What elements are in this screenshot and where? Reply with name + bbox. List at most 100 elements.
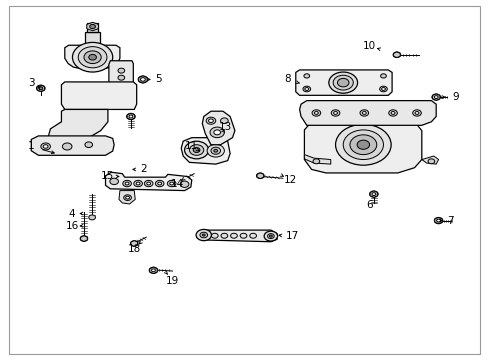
Text: 9: 9 xyxy=(451,92,458,102)
Circle shape xyxy=(138,76,147,83)
Circle shape xyxy=(211,233,218,238)
Circle shape xyxy=(39,87,42,90)
Circle shape xyxy=(144,180,153,187)
Circle shape xyxy=(433,96,437,99)
Polygon shape xyxy=(86,22,98,31)
Circle shape xyxy=(267,234,274,239)
Polygon shape xyxy=(127,113,134,120)
Circle shape xyxy=(155,180,163,187)
Text: 16: 16 xyxy=(65,221,79,231)
Circle shape xyxy=(169,182,173,185)
Circle shape xyxy=(314,112,318,114)
Circle shape xyxy=(230,233,237,238)
Polygon shape xyxy=(105,172,191,190)
Circle shape xyxy=(125,182,129,185)
Circle shape xyxy=(359,110,368,116)
Circle shape xyxy=(371,193,375,195)
Polygon shape xyxy=(431,94,439,100)
Circle shape xyxy=(333,112,337,114)
Text: 3: 3 xyxy=(28,78,35,88)
Circle shape xyxy=(149,267,158,274)
Circle shape xyxy=(209,127,224,138)
Circle shape xyxy=(118,75,124,80)
Polygon shape xyxy=(61,82,137,109)
Circle shape xyxy=(249,233,256,238)
Polygon shape xyxy=(369,191,377,197)
Circle shape xyxy=(362,112,366,114)
Circle shape xyxy=(311,110,320,116)
Circle shape xyxy=(118,68,124,73)
Circle shape xyxy=(240,233,246,238)
Bar xyxy=(85,32,100,46)
Polygon shape xyxy=(421,156,438,164)
Circle shape xyxy=(356,140,369,149)
Circle shape xyxy=(330,110,339,116)
Text: 17: 17 xyxy=(285,231,299,242)
Circle shape xyxy=(433,217,442,224)
Text: 19: 19 xyxy=(165,275,179,285)
Circle shape xyxy=(125,196,129,199)
Text: 5: 5 xyxy=(155,75,161,85)
Circle shape xyxy=(220,118,228,123)
Circle shape xyxy=(332,75,352,90)
Polygon shape xyxy=(202,111,234,145)
Text: 18: 18 xyxy=(127,244,141,254)
Circle shape xyxy=(136,182,140,185)
Circle shape xyxy=(89,215,95,220)
Circle shape xyxy=(80,236,88,242)
Circle shape xyxy=(89,54,96,60)
Circle shape xyxy=(78,47,107,68)
Text: 8: 8 xyxy=(284,75,290,85)
Circle shape xyxy=(304,74,309,78)
Circle shape xyxy=(380,74,386,78)
Polygon shape xyxy=(304,154,330,164)
Circle shape xyxy=(208,119,213,122)
Polygon shape xyxy=(139,76,147,83)
Text: 15: 15 xyxy=(101,171,114,181)
Circle shape xyxy=(196,229,211,241)
Circle shape xyxy=(151,269,155,272)
Circle shape xyxy=(110,178,118,185)
Circle shape xyxy=(140,78,145,81)
Circle shape xyxy=(436,219,440,222)
Circle shape xyxy=(180,181,188,188)
Circle shape xyxy=(303,86,310,92)
Text: 14: 14 xyxy=(170,179,183,189)
Text: 1: 1 xyxy=(28,141,35,152)
Circle shape xyxy=(269,235,272,237)
Circle shape xyxy=(427,159,434,164)
Circle shape xyxy=(126,113,135,120)
Polygon shape xyxy=(393,52,399,58)
Circle shape xyxy=(412,110,421,116)
Text: 11: 11 xyxy=(185,141,198,152)
Circle shape xyxy=(122,180,131,187)
Circle shape xyxy=(167,180,176,187)
Circle shape xyxy=(123,195,131,201)
Polygon shape xyxy=(37,85,44,91)
Circle shape xyxy=(213,149,217,152)
Circle shape xyxy=(381,87,385,90)
Circle shape xyxy=(62,143,72,150)
Circle shape xyxy=(43,145,48,148)
Circle shape xyxy=(431,94,440,100)
Circle shape xyxy=(129,115,133,118)
Polygon shape xyxy=(109,61,133,85)
Polygon shape xyxy=(131,241,137,246)
Circle shape xyxy=(41,143,50,150)
Circle shape xyxy=(176,179,184,184)
Circle shape xyxy=(207,144,224,157)
Polygon shape xyxy=(119,190,135,204)
Polygon shape xyxy=(257,173,263,179)
Text: 2: 2 xyxy=(140,165,147,174)
Text: 13: 13 xyxy=(218,122,231,132)
Circle shape xyxy=(264,231,277,241)
Circle shape xyxy=(85,142,92,148)
Circle shape xyxy=(328,72,357,93)
Bar xyxy=(87,23,98,32)
Circle shape xyxy=(213,130,220,135)
Circle shape xyxy=(37,85,45,91)
Circle shape xyxy=(84,51,101,64)
Circle shape xyxy=(369,191,377,197)
Circle shape xyxy=(89,24,95,29)
Polygon shape xyxy=(48,109,108,138)
